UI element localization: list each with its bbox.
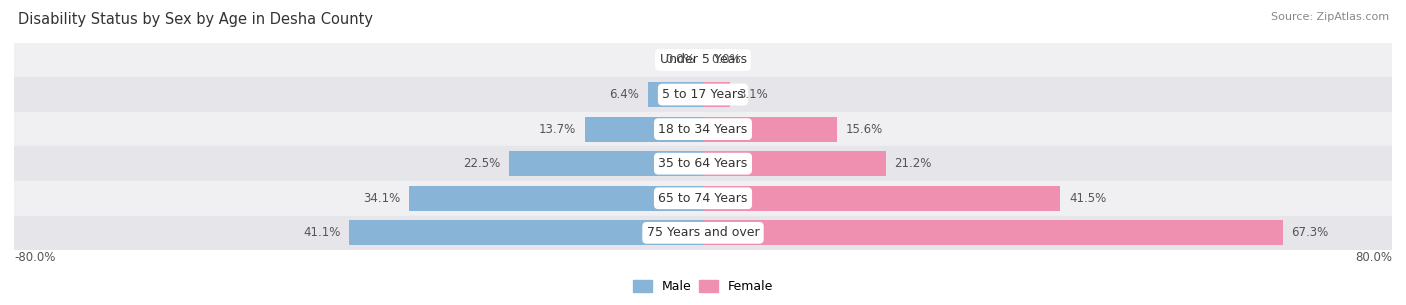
Bar xyxy=(14,181,1392,216)
Bar xyxy=(14,77,1392,112)
Text: 18 to 34 Years: 18 to 34 Years xyxy=(658,123,748,136)
Legend: Male, Female: Male, Female xyxy=(630,278,776,296)
Text: 65 to 74 Years: 65 to 74 Years xyxy=(658,192,748,205)
Text: 21.2%: 21.2% xyxy=(894,157,932,170)
Text: 3.1%: 3.1% xyxy=(738,88,768,101)
Text: 41.5%: 41.5% xyxy=(1069,192,1107,205)
Text: Under 5 Years: Under 5 Years xyxy=(659,53,747,66)
Bar xyxy=(703,82,730,107)
Text: 34.1%: 34.1% xyxy=(364,192,401,205)
Bar xyxy=(703,151,886,176)
Text: 15.6%: 15.6% xyxy=(846,123,883,136)
Bar xyxy=(585,117,703,142)
Text: 41.1%: 41.1% xyxy=(304,226,340,239)
Text: 6.4%: 6.4% xyxy=(609,88,640,101)
Bar xyxy=(703,117,838,142)
Bar xyxy=(703,221,1282,245)
Text: 35 to 64 Years: 35 to 64 Years xyxy=(658,157,748,170)
Bar xyxy=(509,151,703,176)
Text: 0.0%: 0.0% xyxy=(711,53,741,66)
Text: Source: ZipAtlas.com: Source: ZipAtlas.com xyxy=(1271,12,1389,22)
Text: 67.3%: 67.3% xyxy=(1291,226,1329,239)
Bar xyxy=(14,112,1392,146)
Text: 75 Years and over: 75 Years and over xyxy=(647,226,759,239)
Text: Disability Status by Sex by Age in Desha County: Disability Status by Sex by Age in Desha… xyxy=(18,12,373,27)
Bar xyxy=(703,186,1060,211)
Bar xyxy=(648,82,703,107)
Bar xyxy=(349,221,703,245)
Text: -80.0%: -80.0% xyxy=(14,251,55,264)
Bar xyxy=(14,216,1392,250)
Bar xyxy=(409,186,703,211)
Bar xyxy=(14,43,1392,77)
Text: 13.7%: 13.7% xyxy=(538,123,576,136)
Text: 80.0%: 80.0% xyxy=(1355,251,1392,264)
Text: 22.5%: 22.5% xyxy=(464,157,501,170)
Text: 5 to 17 Years: 5 to 17 Years xyxy=(662,88,744,101)
Bar xyxy=(14,146,1392,181)
Text: 0.0%: 0.0% xyxy=(665,53,695,66)
